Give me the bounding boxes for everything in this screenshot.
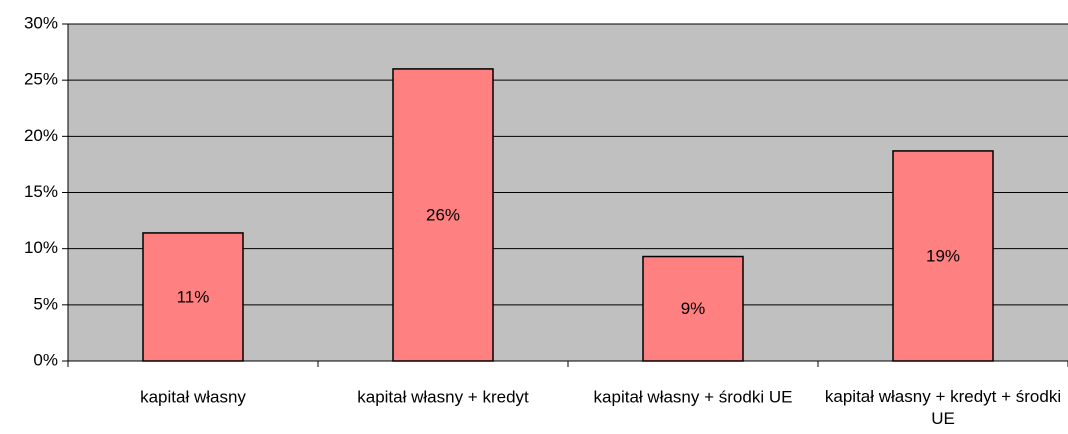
bar — [892, 150, 994, 362]
data-label: 19% — [926, 246, 960, 265]
bar — [392, 68, 494, 362]
x-tick-label: kapitał własny + kredyt + środki UE — [825, 387, 1061, 428]
x-tick-label: kapitał własny — [140, 387, 246, 406]
bar — [642, 255, 744, 362]
x-tick-label: kapitał własny + środki UE — [594, 387, 793, 406]
data-label: 9% — [681, 299, 706, 318]
y-tick-label: 15% — [24, 182, 58, 201]
y-tick-label: 30% — [24, 13, 58, 32]
y-tick-label: 5% — [33, 294, 58, 313]
data-label: 26% — [426, 205, 460, 224]
x-tick-label: kapitał własny + kredyt — [357, 387, 529, 406]
y-tick-label: 0% — [33, 350, 58, 369]
y-tick-label: 10% — [24, 238, 58, 257]
bar — [142, 232, 244, 362]
y-tick-label: 25% — [24, 70, 58, 89]
y-tick-label: 20% — [24, 126, 58, 145]
data-label: 11% — [177, 287, 210, 306]
